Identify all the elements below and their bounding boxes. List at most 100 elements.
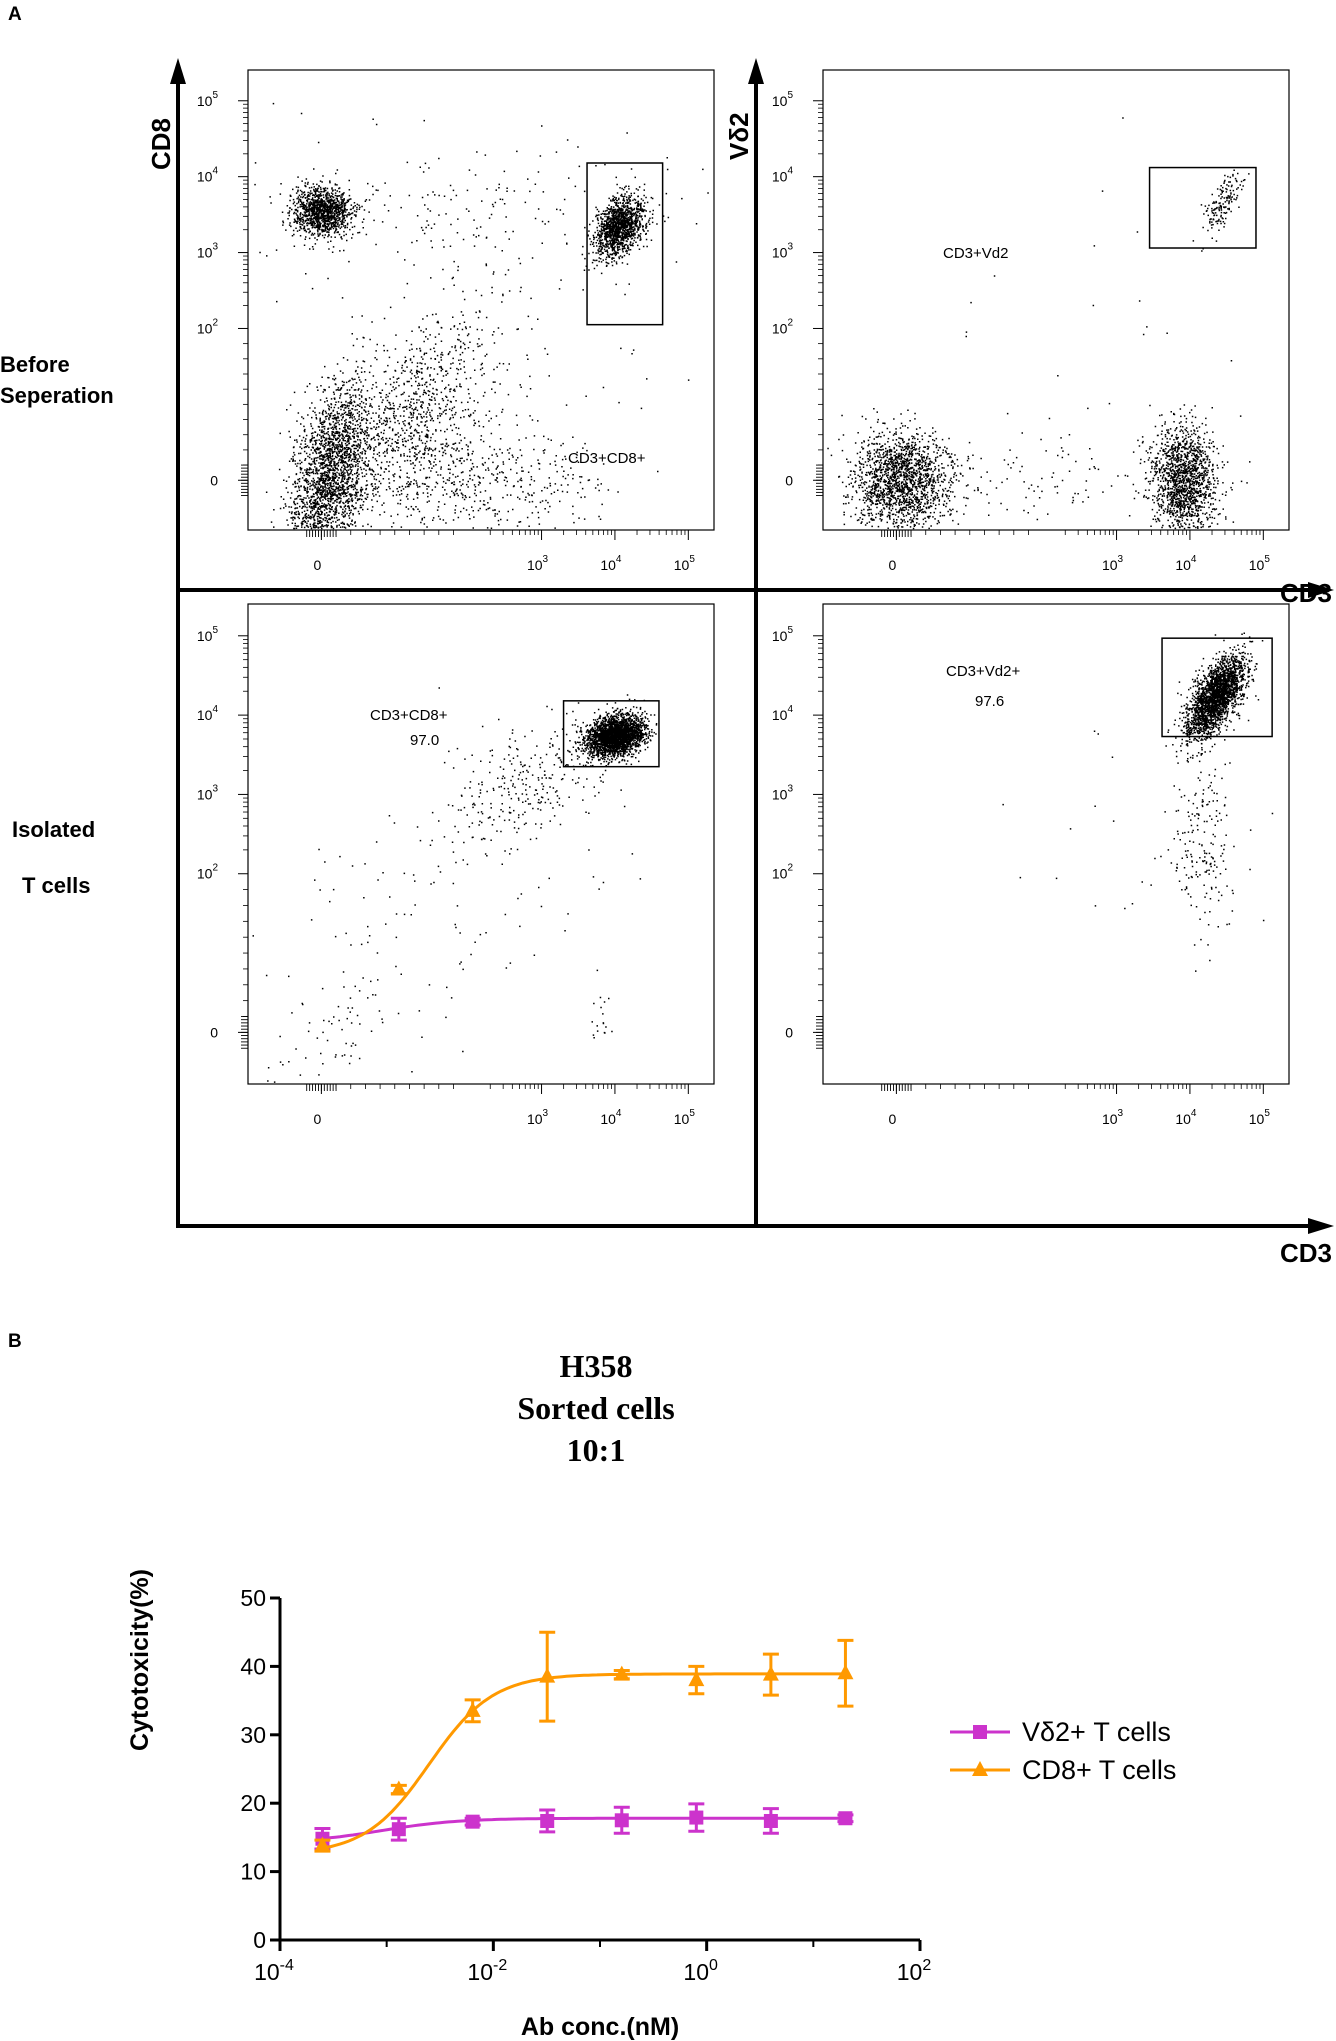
axis-label-cd3-top: CD3 xyxy=(1280,578,1332,608)
data-point xyxy=(539,1667,556,1683)
data-point xyxy=(390,1780,407,1796)
axis-label-vd2: Vδ2 xyxy=(724,112,754,160)
gate-label: CD3+CD8+ xyxy=(568,450,646,467)
x-tick-label: 104 xyxy=(1175,554,1197,573)
y-tick-label: 0 xyxy=(785,1024,793,1040)
y-tick-label: 10 xyxy=(240,1859,266,1885)
x-tick-label: 104 xyxy=(600,554,622,573)
legend-marker xyxy=(973,1725,987,1739)
y-tick-label: 102 xyxy=(197,863,219,882)
x-tick-exponent: 4 xyxy=(1191,554,1197,565)
y-tick-exponent: 2 xyxy=(212,317,218,328)
y-tick-exponent: 5 xyxy=(212,625,218,636)
y-tick-exponent: 2 xyxy=(787,317,793,328)
y-tick-label: 50 xyxy=(240,1585,266,1611)
data-point xyxy=(464,1701,481,1717)
y-tick-label: 102 xyxy=(772,863,794,882)
row-label-before-line2: Seperation xyxy=(0,383,114,408)
x-tick-exponent: 4 xyxy=(616,554,622,565)
flow-plot-1: 0 102 103 104 105 0 103 104 105 CD3+CD8+ xyxy=(197,69,715,573)
axis-label-cd8: CD8 xyxy=(146,118,176,170)
legend-label: CD8+ T cells xyxy=(1022,1755,1176,1785)
event-dots xyxy=(1002,632,1274,972)
y-tick-exponent: 4 xyxy=(212,166,218,177)
x-tick-exponent: -2 xyxy=(493,1957,507,1974)
x-tick-exponent: 4 xyxy=(1191,1108,1197,1119)
y-tick-label: 103 xyxy=(772,242,794,261)
data-point xyxy=(465,1814,480,1829)
y-tick-exponent: 5 xyxy=(787,90,793,101)
arrowhead-bottom-right xyxy=(1308,1218,1334,1234)
arrowhead-left-up xyxy=(170,58,186,84)
data-point xyxy=(391,1822,406,1837)
x-tick-label: 105 xyxy=(674,554,696,573)
y-tick-label: 102 xyxy=(772,317,794,336)
x-tick-label: 0 xyxy=(313,1111,321,1127)
gate-label: CD3+CD8+ xyxy=(370,707,448,724)
x-tick-label: 103 xyxy=(527,1108,549,1127)
y-tick-exponent: 5 xyxy=(787,625,793,636)
legend-item: CD8+ T cells xyxy=(950,1755,1176,1785)
x-tick-exponent: 3 xyxy=(1118,1108,1124,1119)
x-tick-label: 105 xyxy=(1249,554,1271,573)
x-tick-exponent: 3 xyxy=(543,554,549,565)
fit-curve xyxy=(322,1816,846,1840)
y-tick-exponent: 3 xyxy=(212,242,218,253)
gate-percentage: 97.0 xyxy=(410,732,439,749)
gate-rectangle xyxy=(1161,637,1273,738)
y-tick-exponent: 2 xyxy=(212,863,218,874)
x-tick-label: 105 xyxy=(674,1108,696,1127)
x-tick-exponent: 0 xyxy=(709,1957,718,1974)
data-point xyxy=(614,1813,629,1828)
y-tick-label: 103 xyxy=(772,783,794,802)
y-tick-exponent: 4 xyxy=(212,704,218,715)
gate-rectangle xyxy=(562,700,660,768)
y-tick-label: 102 xyxy=(197,317,219,336)
data-point xyxy=(688,1671,705,1687)
x-tick-label: 0 xyxy=(888,1111,896,1127)
chart-title-line-3: 10:1 xyxy=(567,1432,626,1468)
y-tick-label: 103 xyxy=(197,783,219,802)
x-tick-exponent: 5 xyxy=(689,1108,695,1119)
gate-percentage: 97.6 xyxy=(975,693,1004,710)
x-tick-exponent: 3 xyxy=(1118,554,1124,565)
axis-label-cd3-bottom: CD3 xyxy=(1280,1238,1332,1268)
x-tick-label: 103 xyxy=(1102,554,1124,573)
flow-plot-3: 0 102 103 104 105 0 103 104 105 CD3+CD8+ 97.0 xyxy=(197,603,715,1127)
data-point xyxy=(762,1665,779,1681)
x-tick-label: 104 xyxy=(600,1108,622,1127)
gate-rectangle xyxy=(1148,166,1257,249)
y-tick-label: 104 xyxy=(197,166,219,185)
y-tick-label: 40 xyxy=(240,1653,266,1679)
gate-label: CD3+Vd2 xyxy=(943,245,1008,262)
x-tick-label: 103 xyxy=(1102,1108,1124,1127)
flow-plot-frame xyxy=(822,69,1290,531)
chart-title-line-1: H358 xyxy=(560,1348,633,1384)
x-tick-exponent: 2 xyxy=(922,1957,931,1974)
data-point xyxy=(314,1836,331,1852)
y-tick-exponent: 4 xyxy=(787,704,793,715)
y-tick-label: 103 xyxy=(197,242,219,261)
y-tick-exponent: 3 xyxy=(212,783,218,794)
gate-label: CD3+Vd2+ xyxy=(946,663,1020,680)
x-tick-label: 105 xyxy=(1249,1108,1271,1127)
arrowhead-middle-right xyxy=(1308,582,1334,598)
legend: Vδ2+ T cells CD8+ T cells xyxy=(950,1717,1176,1785)
y-tick-label: 30 xyxy=(240,1722,266,1748)
row-label-isolated-line1: Isolated xyxy=(12,817,95,842)
panel-a-arrow-axes xyxy=(176,80,1318,1228)
x-tick-label: 100 xyxy=(683,1957,718,1985)
x-tick-exponent: 5 xyxy=(689,554,695,565)
x-tick-exponent: 4 xyxy=(616,1108,622,1119)
y-tick-exponent: 3 xyxy=(787,783,793,794)
flow-plot-4: 0 102 103 104 105 0 103 104 105 CD3+Vd2+ 97.6 xyxy=(772,603,1290,1127)
y-tick-exponent: 4 xyxy=(787,166,793,177)
y-tick-exponent: 2 xyxy=(787,863,793,874)
series-vd2 xyxy=(314,1802,854,1851)
data-point xyxy=(689,1810,704,1825)
chart-title-line-2: Sorted cells xyxy=(517,1390,674,1426)
y-tick-label: 104 xyxy=(197,704,219,723)
x-tick-label: 103 xyxy=(527,554,549,573)
series-cd8 xyxy=(314,1630,854,1853)
